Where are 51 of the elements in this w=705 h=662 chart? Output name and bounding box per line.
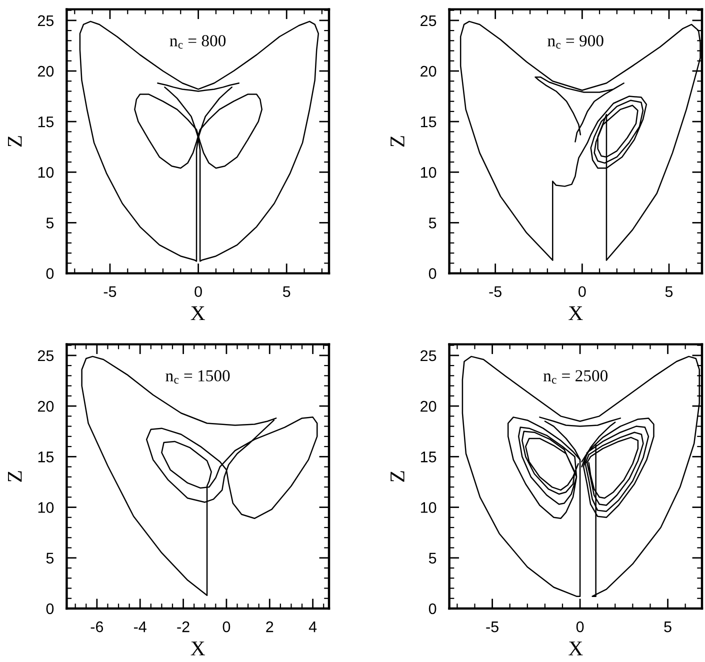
y-tick-label: 20	[38, 66, 54, 77]
y-axis-title: Z	[390, 136, 404, 147]
x-tick-label: 5	[282, 286, 290, 298]
x-tick-label: 0	[194, 286, 202, 298]
x-axis-title: X	[190, 306, 205, 320]
text: n$_{c}$ = 800	[170, 35, 226, 49]
x-tick-label: 0	[576, 621, 584, 632]
y-tick-label: 5	[428, 552, 436, 564]
x-axis-title: X	[568, 306, 583, 320]
y-tick-label: 15	[38, 116, 54, 128]
x-tick-label: -5	[486, 622, 498, 632]
x-tick-label: 5	[664, 622, 672, 632]
y-tick-label: 5	[46, 218, 54, 228]
y-tick-label: 25	[38, 350, 54, 362]
y-tick-label: 15	[420, 452, 436, 462]
y-tick-label: 25	[420, 15, 436, 26]
x-tick-label: 0	[222, 621, 230, 632]
x-tick-label: -6	[90, 621, 104, 632]
x-tick-label: 0	[578, 286, 586, 298]
x-tick-label: -5	[104, 286, 116, 298]
y-axis-title: Z	[390, 471, 404, 482]
text: n$_{c}$ = 1500	[166, 370, 230, 384]
y-tick-label: 0	[46, 603, 54, 614]
text: n$_{c}$ = 2500	[543, 370, 608, 384]
y-tick-label: 20	[420, 400, 436, 412]
x-axis-title: X	[190, 642, 205, 656]
text: n$_{c}$ = 900	[548, 35, 604, 49]
y-tick-label: 5	[428, 218, 436, 228]
y-tick-label: 10	[38, 502, 54, 513]
x-tick-label: -5	[489, 286, 502, 298]
y-tick-label: 20	[38, 400, 54, 412]
y-tick-label: 25	[38, 15, 54, 26]
y-tick-label: 10	[38, 167, 54, 178]
x-tick-label: -4	[134, 622, 146, 632]
y-axis-title: Z	[8, 136, 22, 147]
x-axis-title: X	[568, 642, 583, 656]
y-tick-label: 0	[46, 268, 54, 279]
y-tick-label: 10	[420, 502, 436, 513]
x-tick-label: -2	[177, 621, 190, 632]
x-tick-label: 4	[308, 622, 317, 632]
y-tick-label: 0	[428, 603, 436, 614]
y-tick-label: 0	[428, 268, 436, 279]
x-tick-label: 2	[266, 621, 274, 632]
y-tick-label: 20	[420, 66, 436, 77]
y-tick-label: 10	[420, 167, 436, 178]
y-axis-title: Z	[8, 471, 22, 482]
y-tick-label: 5	[46, 552, 54, 564]
y-tick-label: 25	[420, 350, 436, 362]
y-tick-label: 15	[38, 452, 54, 462]
y-tick-label: 15	[420, 116, 436, 128]
x-tick-label: 5	[665, 286, 673, 298]
